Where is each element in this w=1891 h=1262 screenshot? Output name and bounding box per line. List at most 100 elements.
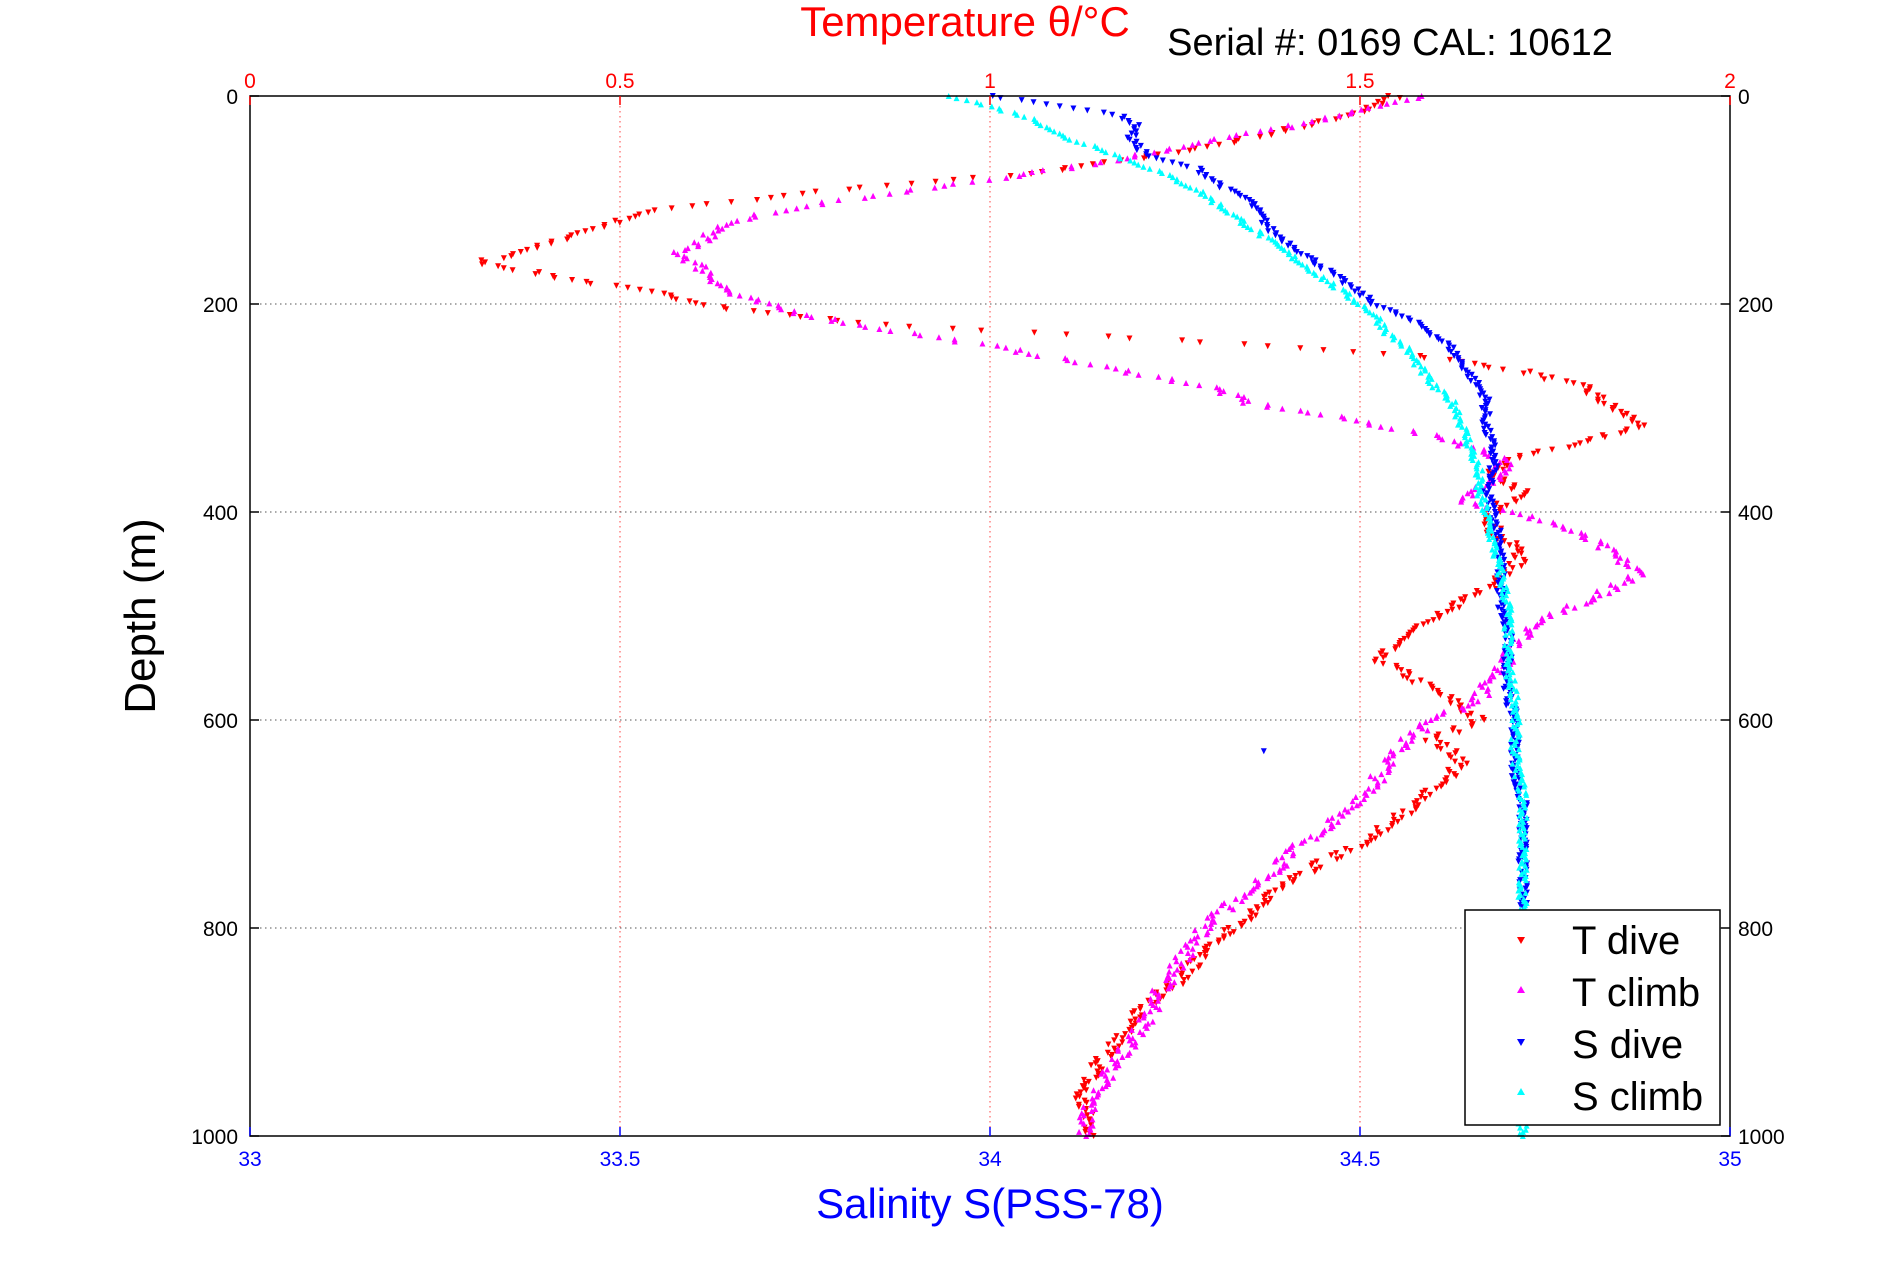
- data-point: [1182, 182, 1189, 189]
- data-point: [1475, 479, 1482, 486]
- data-point: [1489, 457, 1496, 463]
- data-point: [1317, 864, 1324, 871]
- data-point: [1158, 169, 1165, 176]
- data-point: [846, 186, 853, 193]
- data-point: [1625, 563, 1632, 570]
- data-point: [973, 99, 980, 106]
- data-point: [1381, 96, 1388, 103]
- data-point: [1002, 344, 1009, 351]
- data-point: [1503, 673, 1510, 680]
- data-point: [1405, 633, 1412, 640]
- data-point: [1433, 735, 1440, 742]
- data-point: [1521, 829, 1528, 836]
- data-point: [797, 314, 804, 320]
- legend-entry-s-dive: S dive: [1517, 1023, 1683, 1067]
- data-point: [1515, 893, 1522, 900]
- data-point: [916, 332, 923, 339]
- data-point: [1208, 920, 1215, 927]
- data-point: [1483, 511, 1490, 518]
- data-point: [856, 184, 863, 191]
- data-point: [1459, 756, 1466, 763]
- data-point: [1077, 1089, 1084, 1096]
- data-point: [1367, 833, 1374, 840]
- data-point: [1390, 752, 1397, 759]
- legend-entry-t-climb: T climb: [1517, 971, 1700, 1015]
- data-point: [1285, 122, 1292, 129]
- data-point: [1108, 1053, 1115, 1060]
- data-point: [1252, 912, 1259, 919]
- data-point: [1427, 717, 1434, 723]
- data-point: [1516, 852, 1523, 859]
- data-point: [1013, 111, 1020, 118]
- data-point: [1126, 120, 1133, 127]
- data-point: [1447, 700, 1454, 707]
- data-point: [536, 269, 543, 276]
- data-point: [1523, 791, 1530, 798]
- data-point: [1455, 421, 1462, 428]
- data-point: [1137, 1014, 1144, 1021]
- data-point: [1437, 692, 1444, 699]
- data-point: [1249, 199, 1256, 206]
- data-point: [1486, 536, 1493, 543]
- data-point: [1594, 588, 1601, 595]
- data-point: [1238, 897, 1245, 904]
- data-point: [778, 306, 785, 313]
- data-point: [1140, 1031, 1147, 1038]
- data-point: [1512, 554, 1519, 561]
- data-point: [1195, 169, 1202, 176]
- data-point: [479, 261, 486, 268]
- data-point: [568, 232, 575, 239]
- data-point: [1516, 787, 1523, 794]
- data-point: [1104, 1049, 1111, 1056]
- data-point: [1482, 450, 1489, 457]
- data-point: [1443, 741, 1450, 748]
- data-point: [1151, 149, 1158, 156]
- data-point: [1499, 615, 1506, 622]
- data-point: [1080, 1103, 1087, 1110]
- data-point: [1256, 232, 1263, 239]
- data-point: [1347, 848, 1354, 855]
- data-point: [1248, 203, 1255, 210]
- data-point: [1173, 958, 1180, 965]
- data-point: [1175, 149, 1182, 156]
- data-point: [674, 251, 681, 258]
- data-point: [1191, 927, 1198, 934]
- data-point: [1549, 446, 1556, 453]
- data-point: [673, 296, 680, 303]
- data-point: [1385, 769, 1392, 775]
- data-point: [1536, 517, 1543, 524]
- data-point: [1522, 625, 1529, 632]
- data-point: [1150, 1001, 1157, 1008]
- data-point: [1478, 481, 1485, 488]
- data-point: [1480, 362, 1487, 369]
- data-point: [1187, 937, 1194, 944]
- data-point: [1389, 823, 1396, 830]
- data-point: [1503, 592, 1510, 599]
- data-point: [1453, 773, 1460, 780]
- data-point: [1446, 356, 1453, 363]
- data-point: [1521, 492, 1528, 499]
- data-point: [1401, 635, 1408, 642]
- data-point: [1552, 521, 1559, 528]
- data-point: [1415, 94, 1422, 101]
- data-point: [1140, 163, 1147, 170]
- data-point: [1421, 354, 1428, 361]
- data-point: [1506, 542, 1513, 549]
- data-point: [1056, 130, 1063, 137]
- data-point: [1215, 939, 1222, 946]
- data-point: [1099, 147, 1106, 154]
- data-point: [1529, 513, 1536, 520]
- data-point: [1155, 373, 1162, 380]
- data-point: [1570, 380, 1577, 387]
- data-point: [1234, 213, 1241, 220]
- data-point: [1464, 490, 1471, 497]
- left-axis-tick-label: 600: [203, 710, 238, 733]
- data-point: [1614, 585, 1621, 592]
- data-point: [1507, 696, 1514, 703]
- data-point: [1265, 228, 1272, 235]
- data-point: [1501, 642, 1508, 649]
- data-point: [1169, 159, 1176, 166]
- data-point: [1177, 947, 1184, 954]
- data-point: [1126, 335, 1133, 342]
